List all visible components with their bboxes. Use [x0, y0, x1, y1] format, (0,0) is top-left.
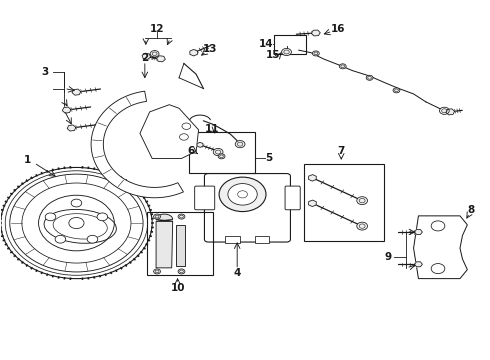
Circle shape: [178, 214, 185, 219]
Bar: [274, 35, 306, 54]
Polygon shape: [312, 30, 320, 36]
Text: 10: 10: [171, 283, 185, 293]
Circle shape: [431, 264, 445, 274]
Text: 4: 4: [234, 268, 241, 278]
Text: 9: 9: [384, 252, 391, 262]
Text: 6: 6: [188, 145, 195, 156]
Circle shape: [440, 107, 449, 114]
Circle shape: [55, 235, 66, 243]
Circle shape: [154, 269, 160, 274]
Circle shape: [22, 183, 131, 263]
Circle shape: [69, 217, 84, 229]
Text: 15: 15: [266, 50, 281, 60]
Polygon shape: [309, 175, 317, 181]
Text: 7: 7: [338, 146, 345, 156]
Polygon shape: [415, 262, 422, 267]
Circle shape: [39, 195, 114, 251]
Bar: [147, 212, 213, 275]
Polygon shape: [156, 214, 172, 221]
Circle shape: [219, 177, 266, 212]
Bar: [225, 236, 240, 243]
Text: 5: 5: [265, 153, 272, 163]
Circle shape: [10, 174, 143, 272]
Circle shape: [87, 235, 98, 243]
Polygon shape: [157, 56, 165, 62]
Polygon shape: [67, 125, 76, 131]
Circle shape: [218, 154, 225, 159]
FancyBboxPatch shape: [285, 186, 300, 210]
Circle shape: [366, 75, 373, 80]
Polygon shape: [197, 142, 203, 147]
Polygon shape: [142, 53, 150, 59]
Polygon shape: [414, 216, 467, 279]
Circle shape: [235, 140, 245, 148]
Text: 16: 16: [331, 24, 345, 35]
FancyBboxPatch shape: [195, 186, 215, 210]
Circle shape: [45, 213, 56, 221]
Polygon shape: [415, 230, 422, 234]
Circle shape: [97, 213, 108, 221]
Polygon shape: [62, 107, 71, 113]
Text: 1: 1: [24, 155, 31, 165]
Circle shape: [357, 197, 368, 204]
Polygon shape: [156, 221, 172, 268]
Polygon shape: [72, 89, 81, 95]
Circle shape: [339, 64, 346, 69]
Circle shape: [228, 184, 257, 205]
Text: 12: 12: [150, 24, 164, 35]
Circle shape: [282, 48, 292, 55]
Circle shape: [71, 199, 82, 207]
Circle shape: [393, 88, 400, 93]
Polygon shape: [446, 109, 455, 115]
Text: 8: 8: [467, 205, 475, 215]
Text: 14: 14: [259, 40, 274, 49]
Polygon shape: [175, 225, 185, 266]
Text: 2: 2: [141, 53, 148, 63]
Circle shape: [357, 222, 368, 230]
Polygon shape: [309, 200, 317, 207]
Polygon shape: [140, 105, 198, 158]
Circle shape: [313, 51, 319, 56]
Circle shape: [431, 221, 445, 231]
FancyBboxPatch shape: [204, 174, 291, 242]
Circle shape: [178, 269, 185, 274]
Circle shape: [150, 50, 159, 57]
Polygon shape: [91, 91, 183, 198]
Circle shape: [213, 148, 223, 156]
Bar: [304, 164, 384, 241]
Bar: [255, 236, 270, 243]
Polygon shape: [190, 49, 197, 56]
Text: 13: 13: [202, 44, 217, 54]
Text: 11: 11: [204, 124, 219, 134]
Text: 3: 3: [41, 67, 49, 77]
Bar: [189, 132, 255, 173]
Circle shape: [154, 214, 160, 219]
